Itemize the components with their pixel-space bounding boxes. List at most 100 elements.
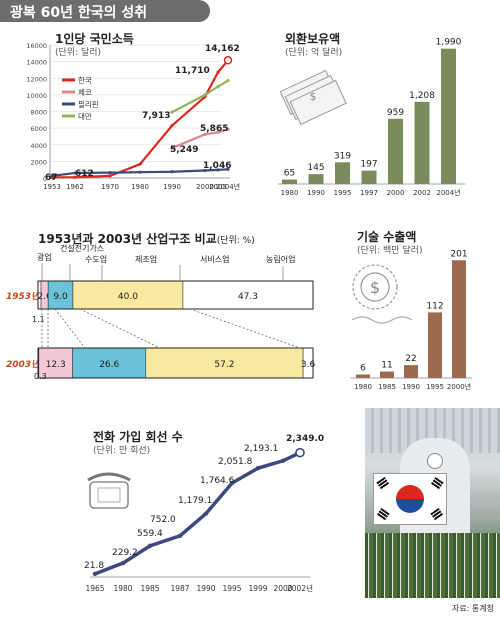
money-stack-icon — [279, 69, 347, 126]
industry-segment-label: 57.2 — [214, 360, 234, 370]
industry-bar-outline — [37, 280, 314, 310]
reserves-xtick: 2000 — [387, 189, 405, 197]
income-point — [73, 171, 77, 175]
income-xtick: 1953 — [43, 183, 61, 191]
industry-subtitle: (단위: %) — [216, 236, 255, 246]
industry-category-label: 제조업 — [135, 255, 157, 264]
tech-bar — [452, 260, 466, 378]
dollar-coin-icon — [352, 264, 398, 310]
industry-title: 1953년과 2003년 산업구조 비교 — [38, 232, 217, 246]
phone-xtick: 1999 — [248, 584, 267, 593]
income-point — [170, 146, 174, 150]
reserves-bar — [308, 174, 324, 184]
income-point — [203, 93, 207, 97]
tech-bar — [404, 365, 418, 378]
income-point — [50, 174, 54, 178]
reserves-value-label: 65 — [284, 169, 295, 179]
income-point — [203, 168, 207, 173]
industry-segment-label: 2.6 — [37, 292, 52, 302]
income-point — [170, 170, 174, 174]
reserves-bar — [361, 170, 377, 184]
phone-xtick: 2000 — [273, 584, 292, 593]
industry-year-label: 1953년 — [6, 291, 41, 302]
phone-xtick: 1985 — [140, 584, 159, 593]
telephone-keypad — [97, 487, 121, 503]
income-point — [216, 70, 220, 74]
reserves-value-label: 959 — [387, 108, 404, 118]
income-ytick: 14000 — [26, 59, 47, 67]
phone-value-label: 752.0 — [150, 515, 176, 525]
phone-endpoint — [295, 447, 305, 458]
income-xtick: 2003 — [209, 183, 227, 191]
industry-connector — [79, 308, 161, 349]
income-point — [108, 174, 112, 178]
income-point — [170, 124, 174, 128]
income-value-label: 1,046 — [203, 161, 231, 171]
phone-xtick: 1980 — [113, 584, 132, 593]
phone-xtick: 2002년 — [287, 583, 313, 593]
income-xtick: 1990 — [163, 183, 181, 191]
phone-value-label: 229.2 — [112, 548, 138, 558]
reserves-xtick: 2002 — [413, 189, 431, 197]
phone-value-label: 21.8 — [84, 561, 104, 571]
reserves-bar — [388, 118, 403, 184]
phone-xtick: 1965 — [85, 584, 104, 593]
phone-point — [92, 571, 98, 577]
income-series-3 — [171, 79, 229, 114]
income-ytick: 0 — [43, 175, 47, 183]
income-xtick: 1980 — [131, 183, 149, 191]
phone-xtick: 1995 — [222, 584, 241, 593]
industry-segment-label: 3.6 — [301, 360, 316, 370]
tech-value-label: 6 — [360, 363, 366, 373]
income-point — [73, 175, 77, 179]
income-ytick: 4000 — [30, 142, 47, 150]
income-series-2 — [51, 168, 229, 178]
income-value-label: 612 — [75, 169, 94, 179]
phone-value-label: 2,349.0 — [286, 434, 324, 444]
tech-value-label: 201 — [450, 249, 467, 259]
reserves-xtick: 1990 — [307, 189, 325, 197]
phone-point — [147, 543, 153, 549]
industry-connector — [54, 308, 86, 349]
source-note: 자료: 통계청 — [451, 604, 494, 613]
income-xtick: 1970 — [101, 183, 119, 191]
income-series-0 — [51, 59, 229, 179]
reserves-value-label: 145 — [307, 163, 324, 173]
industry-category-label: 건설전기가스 — [60, 243, 104, 253]
phone-point — [203, 511, 209, 516]
income-value-label: 67 — [45, 173, 58, 183]
reserves-bar — [414, 101, 430, 184]
tech-xtick: 1980 — [354, 383, 372, 391]
reserves-value-label: 1,208 — [409, 91, 435, 101]
tech-bar — [356, 374, 370, 378]
industry-year-label: 2003년 — [6, 359, 41, 370]
income-korea-endpoint — [223, 56, 233, 65]
phone-point — [255, 465, 261, 471]
income-series-1 — [171, 128, 229, 150]
reserves-bar — [282, 179, 297, 184]
banner — [0, 0, 210, 22]
banner-title: 광복 60년 한국의 성취 — [10, 5, 148, 21]
industry-segment — [38, 347, 73, 379]
money-bill — [289, 79, 347, 126]
income-ytick: 12000 — [26, 75, 47, 83]
industry-category-label: 서비스업 — [200, 255, 229, 264]
industry-segment-label: 12.3 — [46, 360, 66, 370]
income-ytick: 2000 — [30, 158, 47, 166]
industry-title-row: 1953년과 2003년 산업구조 비교(단위: %) — [38, 228, 255, 247]
crowd — [365, 533, 500, 598]
phone-value-label: 2,193.1 — [244, 444, 278, 454]
phone-point — [280, 458, 286, 463]
dollar-sign: $ — [310, 90, 317, 103]
reserves-xtick: 1995 — [334, 189, 352, 197]
industry-segment — [145, 347, 304, 379]
reserves-xtick: 1980 — [281, 189, 299, 197]
dollar-coin-sign: $ — [370, 278, 380, 297]
income-point — [203, 132, 207, 136]
reserves-bar — [441, 48, 456, 185]
industry-connector — [189, 308, 301, 349]
